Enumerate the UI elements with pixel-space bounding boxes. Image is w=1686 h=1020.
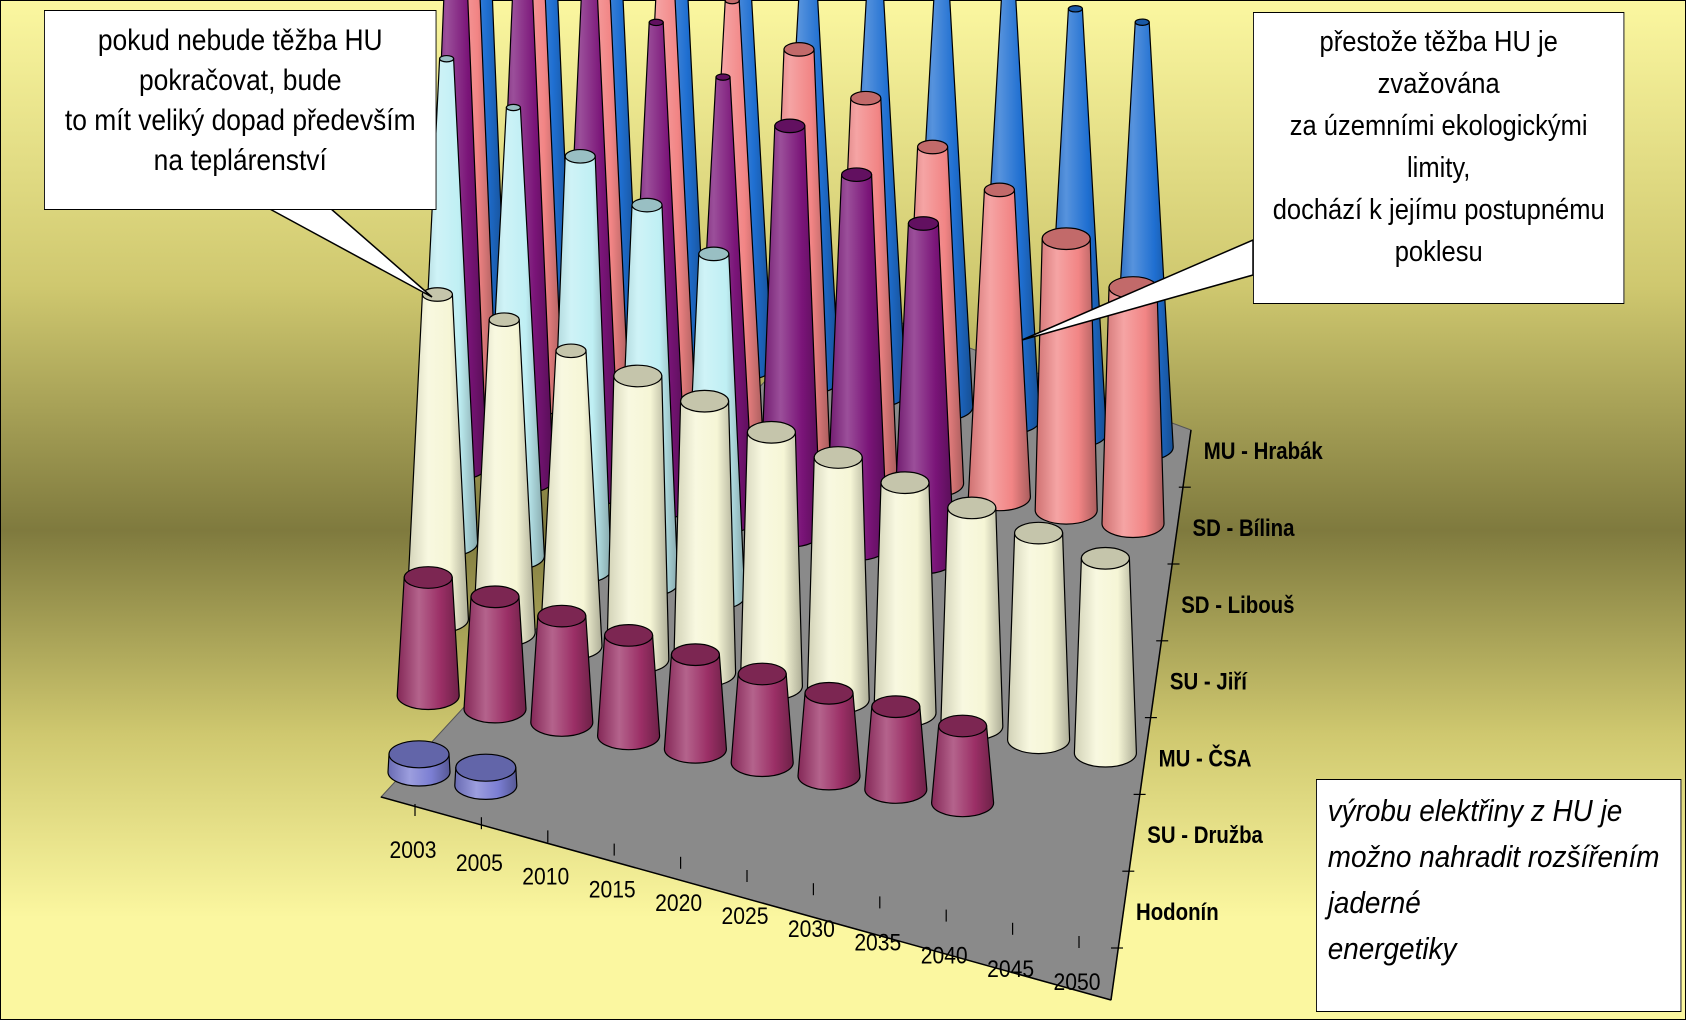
callout-left-line: to mít veliký dopad především — [64, 104, 416, 137]
cone-su-družba-2035 — [864, 695, 928, 804]
cones-layer — [387, 0, 1174, 818]
x-tick-label: 2035 — [854, 929, 901, 956]
cone-hodonín-2003 — [387, 740, 451, 787]
cone-sd-bílina-2050 — [1101, 276, 1165, 539]
x-tick-label: 2005 — [456, 850, 503, 877]
x-tick-label: 2030 — [788, 916, 835, 943]
cone-mu-čsa-2025 — [739, 420, 804, 701]
x-tick-label: 2050 — [1054, 969, 1101, 996]
cone-su-družba-2005 — [463, 585, 527, 724]
depth-axis-line — [1110, 429, 1192, 1001]
series-tick-label: SU - Družba — [1147, 822, 1263, 849]
callout-right-line: limity, — [1407, 152, 1471, 184]
cone-mu-čsa-2030 — [806, 446, 870, 714]
cone-mu-čsa-2020 — [672, 389, 737, 688]
cone-mu-čsa-2050 — [1073, 546, 1138, 768]
callout-right-line: za územními ekologickými — [1289, 110, 1588, 142]
x-tick-label: 2010 — [522, 863, 569, 890]
cone-su-družba-2015 — [596, 624, 661, 751]
callout-bottom-line: výrobu elektřiny z HU je — [1327, 793, 1623, 828]
callout-left-line: pokračovat, bude — [138, 64, 342, 97]
series-tick-label: SD - Bílina — [1193, 514, 1296, 541]
series-tick-label: SD - Libouš — [1181, 591, 1294, 618]
x-tick-label: 2015 — [589, 876, 636, 903]
cone-mu-čsa-2040 — [940, 496, 1004, 741]
cone-su-družba-2025 — [730, 662, 794, 778]
callout-left: pokud nebude těžba HU pokračovat, bude t… — [44, 10, 437, 210]
callout-bottom-line: možno nahradit rozšířením — [1327, 839, 1660, 874]
cone-sd-bílina-2040 — [967, 182, 1032, 512]
x-tick-label: 2025 — [722, 903, 769, 930]
cone-su-družba-2040 — [930, 714, 995, 818]
x-tick-label: 2020 — [655, 890, 702, 917]
series-tick-label: Hodonín — [1136, 898, 1219, 925]
callout-bottom-line: jaderné — [1327, 885, 1421, 920]
series-tick-label: MU - ČSA — [1159, 745, 1252, 772]
x-tick-label: 2040 — [921, 942, 968, 969]
cone-su-družba-2020 — [663, 643, 728, 764]
cone-su-družba-2003 — [396, 566, 460, 711]
cone-mu-čsa-2045 — [1006, 521, 1071, 755]
callout-right-line: poklesu — [1394, 236, 1483, 268]
callout-left-line: na teplárenství — [153, 144, 327, 177]
callout-left-line: pokud nebude těžba HU — [97, 24, 383, 57]
cone-su-družba-2010 — [530, 604, 594, 737]
callout-right-line: přestože těžba HU je — [1319, 26, 1558, 58]
cone-hodonín-2005 — [454, 753, 518, 800]
cone-mu-čsa-2035 — [873, 471, 937, 728]
series-tick-label: MU - Hrabák — [1204, 438, 1324, 465]
x-tick-label: 2003 — [390, 837, 437, 864]
x-ticks-layer: 2003 2005 2010 2015 2020 2025 2030 2035 2040 2045… — [390, 804, 1101, 996]
cone-su-družba-2030 — [797, 681, 861, 791]
callout-bottom: výrobu elektřiny z HU je možno nahradit … — [1316, 779, 1682, 1012]
series-ticks-layer: MU - Hrabák SD - Bílina SD - Libouš SU - Ji… — [1111, 438, 1324, 949]
callout-right: přestože těžba HU je zvažována za územní… — [1253, 12, 1625, 304]
callout-bottom-line: energetiky — [1327, 931, 1457, 966]
series-tick-label: SU - Jiří — [1170, 668, 1248, 695]
callout-right-line: dochází k jejímu postupnému — [1272, 194, 1605, 226]
callout-right-line: zvažována — [1377, 68, 1500, 100]
x-tick-label: 2045 — [987, 956, 1034, 983]
cone-sd-bílina-2045 — [1034, 227, 1098, 525]
x-axis-line — [380, 796, 1112, 1001]
